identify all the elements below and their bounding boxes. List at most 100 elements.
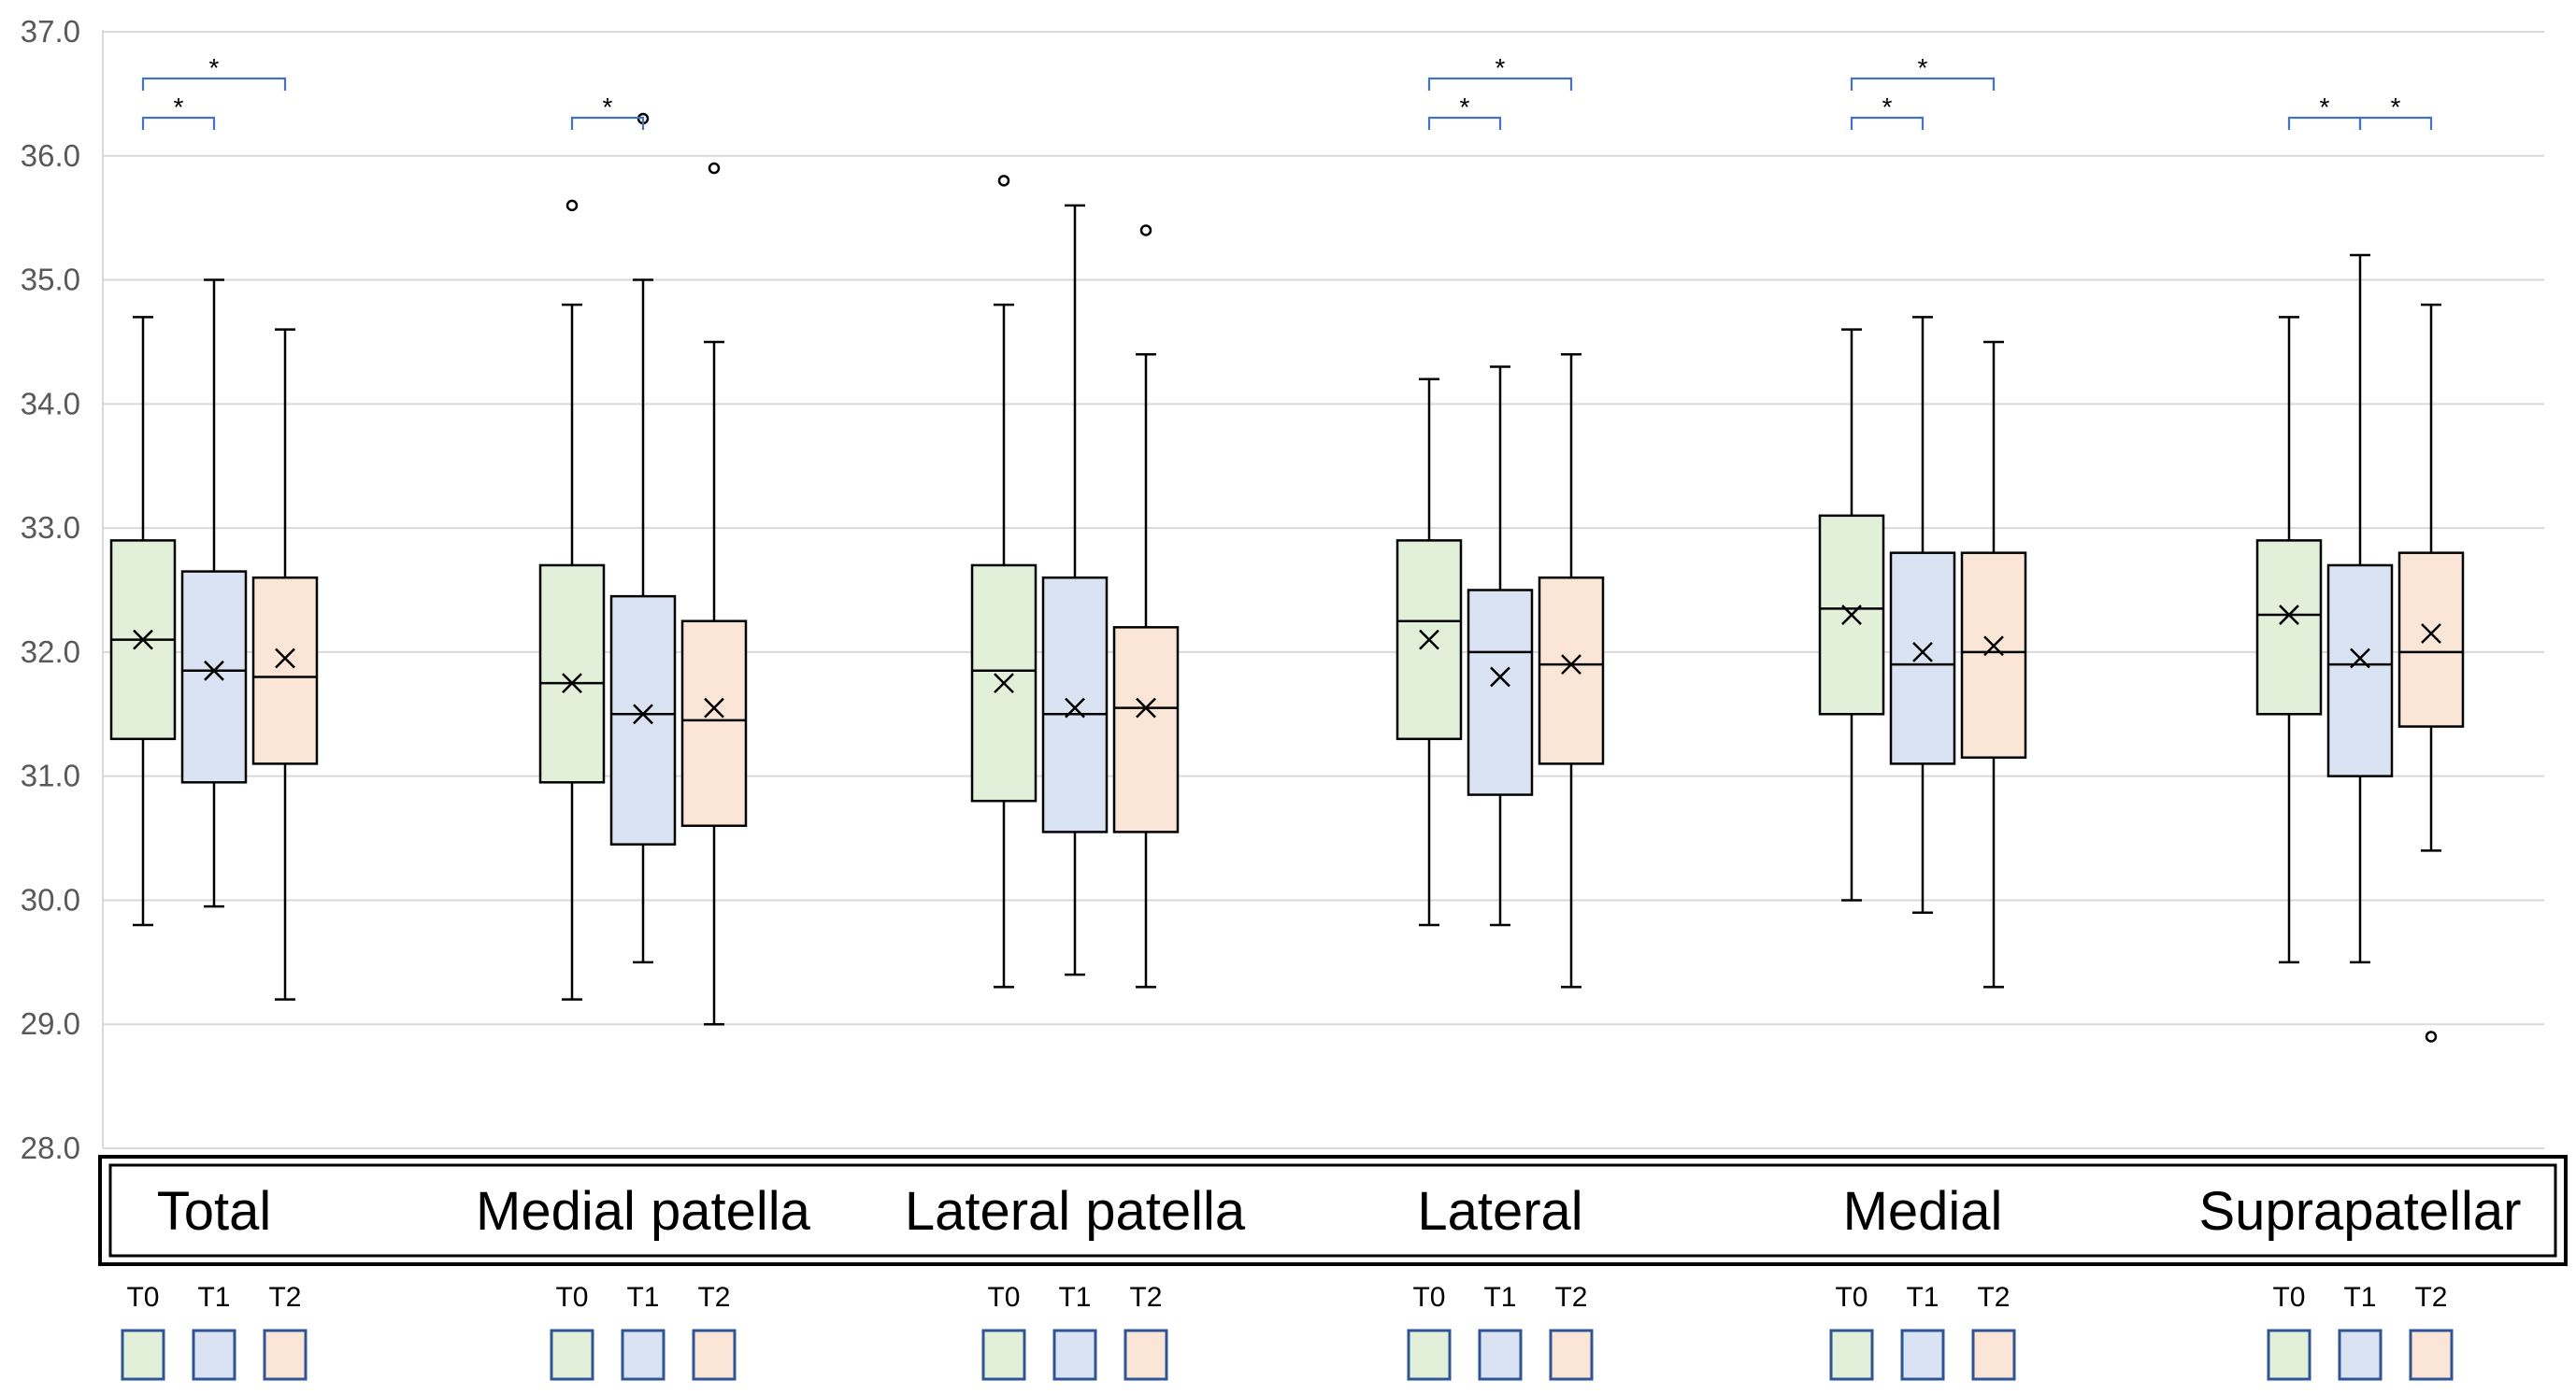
box-t0	[2255, 539, 2323, 716]
significance-star: *	[1882, 93, 1893, 121]
box-t1	[1889, 551, 1956, 765]
box-t1	[180, 570, 248, 784]
mean-marker	[2350, 648, 2370, 669]
legend-swatch-t2	[2409, 1329, 2454, 1381]
legend-swatch-t0	[550, 1329, 594, 1381]
y-tick-label: 31.0	[21, 759, 80, 793]
outlier-point	[1139, 224, 1152, 236]
category-label: Medial patella	[476, 1181, 811, 1242]
significance-star: *	[209, 53, 220, 82]
legend-swatch-t1	[1052, 1329, 1097, 1381]
significance-bracket: *	[2358, 93, 2433, 130]
box-group	[1818, 316, 2027, 989]
mean-marker	[1912, 642, 1933, 662]
mean-marker	[204, 660, 224, 681]
significance-bracket: *	[141, 53, 287, 91]
legend-swatch-t2	[1123, 1329, 1168, 1381]
box-t2	[1538, 576, 1605, 765]
legend-swatch-t1	[621, 1329, 665, 1381]
significance-star: *	[1918, 53, 1928, 82]
y-tick-label: 32.0	[21, 634, 80, 669]
legend-label: T2	[1977, 1282, 2010, 1313]
mean-marker	[562, 673, 582, 693]
box-t2	[251, 576, 319, 765]
legend-label: T2	[268, 1282, 301, 1313]
category-label: Suprapatellar	[2199, 1181, 2522, 1242]
legend-group: T0 T1 T2	[1407, 1282, 1594, 1381]
legend-swatch-t2	[1549, 1329, 1594, 1381]
box-t2	[680, 619, 748, 828]
box-group	[970, 175, 1180, 989]
mean-marker	[1136, 697, 1156, 719]
significance-star: *	[2391, 93, 2401, 121]
box-t2	[1112, 626, 1180, 833]
y-tick-label: 37.0	[21, 14, 80, 49]
significance-bracket: *	[1427, 53, 1573, 91]
legend-swatch-t1	[1478, 1329, 1523, 1381]
box-t0	[538, 563, 606, 784]
significance-bracket: *	[141, 93, 216, 130]
box-t0	[970, 563, 1038, 803]
gridlines	[103, 31, 2544, 1149]
legend-group: T0 T1 T2	[121, 1282, 308, 1381]
mean-marker	[633, 704, 653, 725]
bracket-line	[1427, 116, 1502, 130]
legend-label: T0	[1412, 1282, 1445, 1313]
box-plots	[109, 112, 2465, 1043]
mean-marker	[994, 673, 1014, 693]
legend-label: T1	[1906, 1282, 1939, 1313]
legend-swatch-t0	[981, 1329, 1026, 1381]
y-tick-label: 28.0	[21, 1131, 80, 1165]
legend-swatch-t1	[192, 1329, 236, 1381]
legend-swatch-t2	[692, 1329, 737, 1381]
bracket-line	[1427, 77, 1573, 91]
significance-bracket: *	[1427, 93, 1502, 130]
legend-group: T0 T1 T2	[2267, 1282, 2454, 1381]
legend-label: T0	[555, 1282, 588, 1313]
significance-star: *	[1460, 93, 1470, 121]
mean-marker	[704, 697, 724, 719]
box-t1	[609, 594, 677, 846]
significance-star: *	[1496, 53, 1506, 82]
category-label: Lateral patella	[905, 1181, 1246, 1242]
category-label-frame	[98, 1155, 2568, 1266]
legend-swatch-t2	[1971, 1329, 2016, 1381]
significance-bracket: *	[1850, 93, 1925, 130]
category-label: Total	[157, 1181, 272, 1242]
mean-marker	[133, 629, 153, 650]
box-group	[1395, 352, 1605, 989]
box-t1	[1041, 576, 1109, 833]
significance-bracket: *	[570, 93, 645, 130]
significance-bracket: *	[1850, 53, 1996, 91]
significance-brackets: * * * * * * * * *	[141, 53, 2433, 130]
category-label: Lateral	[1417, 1181, 1582, 1242]
outlier-point	[708, 162, 721, 175]
box-group	[2255, 253, 2465, 1043]
y-tick-label: 34.0	[21, 386, 80, 420]
legend-label: T1	[1058, 1282, 1091, 1313]
bracket-line	[570, 116, 645, 130]
outlier-point	[2425, 1031, 2438, 1043]
bracket-line	[1850, 77, 1996, 91]
y-tick-label: 30.0	[21, 882, 80, 917]
bracket-line	[141, 77, 287, 91]
legend-label: T2	[1129, 1282, 1162, 1313]
box-group	[538, 112, 748, 1026]
legend-label: T1	[626, 1282, 659, 1313]
category-label: Medial	[1843, 1181, 2003, 1242]
outlier-point	[997, 175, 1010, 187]
legend-label: T0	[2272, 1282, 2305, 1313]
bracket-line	[2358, 116, 2433, 130]
mean-marker	[275, 648, 295, 669]
mean-marker	[1419, 629, 1439, 650]
box-t2	[2397, 551, 2465, 728]
mean-marker	[1983, 635, 2004, 657]
category-labels: Total Medial patella Lateral patella Latera…	[157, 1181, 2522, 1242]
box-group	[109, 278, 319, 1001]
legend-swatch-t0	[2267, 1329, 2311, 1381]
outlier-point	[565, 199, 579, 212]
legend-group: T0 T1 T2	[1829, 1282, 2016, 1381]
legend-group: T0 T1 T2	[981, 1282, 1168, 1381]
y-tick-label: 33.0	[21, 510, 80, 545]
mean-marker	[1841, 605, 1862, 625]
